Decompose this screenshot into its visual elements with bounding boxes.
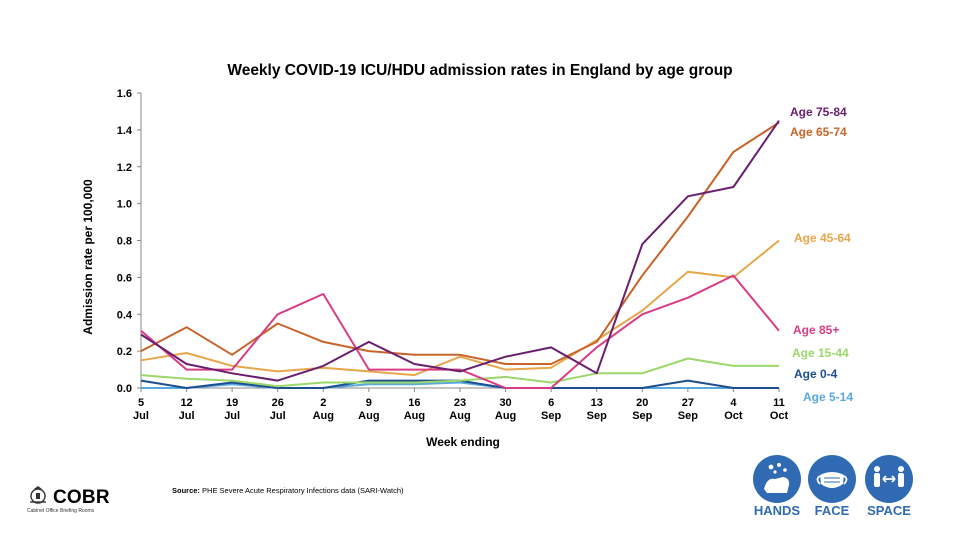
y-tick-label: 0.4	[117, 309, 133, 321]
x-tick-label-day: 26	[272, 397, 284, 409]
space-label: SPACE	[867, 503, 911, 518]
x-tick-label-month: Aug	[449, 410, 470, 422]
hands-label: HANDS	[753, 503, 801, 518]
x-tick-label-day: 12	[180, 397, 192, 409]
x-tick-label-day: 27	[682, 397, 694, 409]
face-mask-icon	[808, 455, 856, 503]
y-tick-label: 0.6	[117, 272, 132, 284]
x-tick-label-month: Aug	[495, 410, 516, 422]
x-tick-label-month: Jul	[270, 410, 286, 422]
x-tick-label-month: Oct	[724, 410, 743, 422]
x-tick-label-day: 11	[773, 397, 785, 409]
series-label-age-0-4: Age 0-4	[794, 367, 838, 381]
y-tick-label: 0.2	[117, 346, 132, 358]
x-tick-label-day: 13	[591, 397, 603, 409]
source-note: Source: PHE Severe Acute Respiratory Inf…	[172, 486, 404, 495]
series-line-age-85-	[140, 274, 780, 389]
chart-series-labels: Age 75-84 Age 65-74 Age 45-64 Age 85+ Age 15…	[790, 105, 853, 404]
face-label: FACE	[814, 503, 850, 518]
y-tick-label: 0.8	[117, 236, 132, 248]
x-tick-label-month: Aug	[358, 410, 379, 422]
x-tick-label-day: 30	[499, 397, 511, 409]
x-tick-label-month: Oct	[770, 410, 789, 422]
x-tick-label-day: 4	[730, 397, 737, 409]
source-prefix: Source:	[172, 486, 200, 495]
cobr-name: COBR	[53, 486, 110, 508]
y-axis-title: Admission rate per 100,000	[81, 179, 95, 335]
y-tick-label: 1.6	[117, 88, 132, 100]
series-line-age-45-64	[140, 239, 780, 377]
x-tick-label-month: Jul	[133, 410, 149, 422]
series-label-age-15-44: Age 15-44	[792, 346, 849, 360]
x-tick-label-month: Sep	[678, 410, 698, 422]
cobr-subtitle: Cabinet Office Briefing Rooms	[27, 508, 95, 514]
x-tick-label-day: 20	[636, 397, 648, 409]
series-line-age-75-84	[140, 120, 780, 382]
cobr-logo: COBR	[27, 484, 110, 511]
x-tick-label-month: Sep	[632, 410, 652, 422]
x-tick-label-day: 5	[138, 397, 144, 409]
series-line-age-5-14	[141, 381, 779, 389]
y-tick-label: 1.0	[117, 199, 132, 211]
x-tick-label-day: 2	[320, 397, 326, 409]
x-tick-label-day: 6	[548, 397, 554, 409]
series-label-age-65-74: Age 65-74	[790, 125, 847, 139]
series-label-age-5-14: Age 5-14	[803, 390, 853, 404]
x-tick-label-month: Sep	[587, 410, 607, 422]
chart-axes: 0.00.20.40.60.81.01.21.41.65Jul12Jul19Ju…	[117, 88, 789, 422]
series-label-age-75-84: Age 75-84	[790, 105, 847, 119]
space-icon	[865, 455, 913, 503]
x-tick-label-day: 9	[366, 397, 372, 409]
series-line-age-15-44	[140, 357, 779, 388]
y-tick-label: 0.0	[117, 383, 132, 395]
x-tick-label-day: 19	[226, 397, 238, 409]
crest-icon	[27, 484, 49, 511]
series-line-age-65-74	[140, 121, 780, 365]
x-tick-label-month: Jul	[179, 410, 195, 422]
series-label-age-45-64: Age 45-64	[794, 231, 851, 245]
x-tick-label-month: Aug	[404, 410, 425, 422]
x-tick-label-day: 16	[408, 397, 420, 409]
chart-title: Weekly COVID-19 ICU/HDU admission rates …	[227, 62, 733, 79]
y-tick-label: 1.4	[117, 125, 133, 137]
y-tick-label: 1.2	[117, 162, 132, 174]
source-text: PHE Severe Acute Respiratory Infections …	[202, 486, 404, 495]
x-tick-label-month: Jul	[224, 410, 240, 422]
series-label-age-85-: Age 85+	[793, 323, 839, 337]
x-tick-label-day: 23	[454, 397, 466, 409]
x-tick-label-month: Aug	[313, 410, 334, 422]
hands-icon	[753, 455, 801, 503]
x-axis-title: Week ending	[426, 435, 500, 449]
chart-series-lines	[140, 120, 780, 389]
x-tick-label-month: Sep	[541, 410, 561, 422]
